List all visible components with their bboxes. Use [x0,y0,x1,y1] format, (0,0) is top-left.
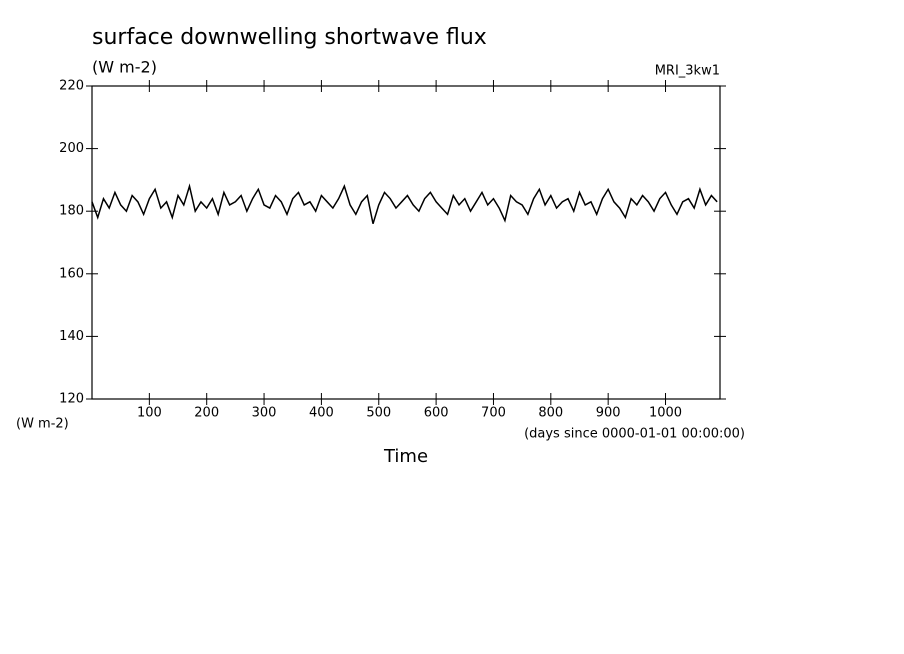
x-units: (days since 0000-01-01 00:00:00) [524,427,745,442]
chart-title: surface downwelling shortwave flux [92,25,487,50]
y-tick-label: 220 [59,79,84,94]
x-tick-label: 900 [596,406,621,421]
x-tick-label: 600 [424,406,449,421]
x-tick-label: 500 [366,406,391,421]
plot-frame [91,85,721,400]
y-tick-label: 180 [59,204,84,219]
x-tick-label: 400 [309,406,334,421]
units: (W m-2) [92,58,157,77]
dataset-label: MRI_3kw1 [655,64,720,79]
x-tick-label: 1000 [649,406,682,421]
y-axis-label: (W m-2) [16,417,69,432]
y-tick-label: 120 [59,392,84,407]
x-axis-label: Time [383,446,428,467]
y-tick-label: 140 [59,329,84,344]
x-tick-label: 700 [481,406,506,421]
x-tick-label: 800 [538,406,563,421]
x-tick-label: 300 [252,406,277,421]
x-tick-label: 100 [137,406,162,421]
y-tick-label: 160 [59,266,84,281]
x-tick-label: 200 [194,406,219,421]
y-tick-label: 200 [59,141,84,156]
data-line [91,183,718,224]
